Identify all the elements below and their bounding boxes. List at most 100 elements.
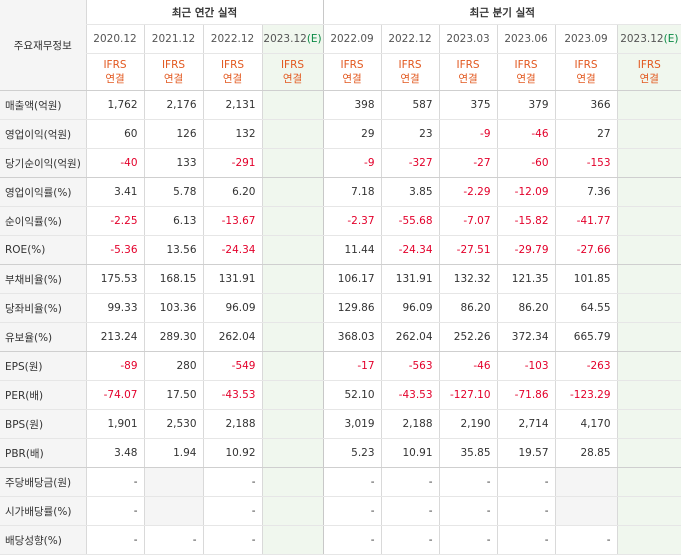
table-cell: - — [380, 467, 440, 497]
table-cell: 2,188 — [202, 409, 262, 439]
consolidated-label: 연결 — [222, 73, 243, 85]
table-cell: - — [85, 467, 144, 497]
table-cell: 372.34 — [496, 322, 556, 352]
table-cell: - — [85, 496, 144, 526]
period-header-4: 2022.09 — [322, 24, 382, 54]
table-cell: 11.44 — [322, 235, 382, 265]
period-date: 2020.12 — [93, 33, 137, 45]
ifrs-header-row: IFRS 연결 IFRS 연결 IFRS 연결 IFRS 연결 IFRS 연결 IFRS 연결 IFRS… — [0, 53, 681, 91]
table-cell: 1.94 — [143, 438, 203, 468]
consolidated-label: 연결 — [163, 73, 184, 85]
table-cell: 28.85 — [554, 438, 618, 468]
consolidated-label: 연결 — [400, 73, 420, 85]
table-cell — [616, 438, 681, 468]
table-cell: 375 — [438, 90, 498, 120]
ifrs-header-1: IFRS 연결 — [143, 53, 203, 91]
table-cell: -9 — [438, 119, 498, 149]
table-cell: - — [143, 525, 203, 555]
ifrs-label: IFRS — [161, 59, 186, 71]
table-cell: - — [202, 525, 262, 555]
period-header-7: 2023.06 — [496, 24, 556, 54]
table-cell: 86.20 — [438, 293, 498, 323]
table-cell: -27.51 — [438, 235, 498, 265]
period-header-1: 2021.12 — [143, 24, 203, 54]
table-cell: 213.24 — [85, 322, 144, 352]
row-label: 당기순이익(억원) — [0, 148, 86, 178]
table-cell: -27 — [438, 148, 498, 178]
table-cell: 101.85 — [554, 264, 618, 294]
estimate-mark: (E) — [663, 33, 679, 45]
consolidated-label: 연결 — [105, 73, 125, 85]
table-cell — [261, 467, 324, 497]
period-header-6: 2023.03 — [438, 24, 498, 54]
table-cell: 587 — [380, 90, 440, 120]
ifrs-label: IFRS — [220, 59, 245, 71]
table-cell — [261, 496, 324, 526]
table-cell: -74.07 — [85, 380, 144, 410]
table-cell: 665.79 — [554, 322, 618, 352]
period-date: 2023.12 — [263, 33, 307, 45]
row-label: 영업이익률(%) — [0, 177, 86, 207]
table-cell: 27 — [554, 119, 618, 149]
title-column-header: 주요재무정보 — [0, 0, 86, 91]
table-cell: 2,530 — [143, 409, 203, 439]
ifrs-label: IFRS — [574, 59, 598, 71]
ifrs-header-6: IFRS 연결 — [438, 53, 498, 91]
table-cell: - — [380, 525, 440, 555]
ifrs-header-5: IFRS 연결 — [380, 53, 440, 91]
table-row: BPS(원) 1,901 2,530 2,188 3,019 2,188 2,190 2,71… — [0, 409, 681, 439]
ifrs-header-2: IFRS 연결 — [202, 53, 262, 91]
table-cell: -43.53 — [202, 380, 262, 410]
table-cell: - — [85, 525, 144, 555]
table-cell: 64.55 — [554, 293, 618, 323]
table-cell — [261, 380, 324, 410]
table-cell: - — [202, 467, 262, 497]
table-cell — [616, 380, 681, 410]
consolidated-label: 연결 — [342, 73, 362, 85]
table-cell: -24.34 — [202, 235, 262, 265]
table-row: 매출액(억원) 1,762 2,176 2,131 398 587 375 379 366 — [0, 90, 681, 120]
table-cell: 132 — [202, 119, 262, 149]
table-cell: 168.15 — [143, 264, 203, 294]
table-cell — [261, 438, 324, 468]
row-label: 배당성향(%) — [0, 525, 86, 555]
table-cell: 289.30 — [143, 322, 203, 352]
table-cell — [616, 351, 681, 381]
table-cell: 368.03 — [322, 322, 382, 352]
table-cell: 262.04 — [380, 322, 440, 352]
table-cell: 175.53 — [85, 264, 144, 294]
table-cell: 132.32 — [438, 264, 498, 294]
period-date: 2022.12 — [210, 33, 255, 45]
ifrs-label: IFRS — [340, 59, 364, 71]
table-cell: -12.09 — [496, 177, 556, 207]
table-cell: 3,019 — [322, 409, 382, 439]
table-cell: 2,714 — [496, 409, 556, 439]
table-cell: 35.85 — [438, 438, 498, 468]
table-cell — [261, 148, 324, 178]
period-header-0: 2020.12 — [85, 24, 144, 54]
table-cell: 1,762 — [85, 90, 144, 120]
table-cell: -2.25 — [85, 206, 144, 236]
table-cell — [616, 467, 681, 497]
table-cell: -327 — [380, 148, 440, 178]
table-cell — [554, 496, 618, 526]
table-cell: -123.29 — [554, 380, 618, 410]
table-cell: 3.48 — [85, 438, 144, 468]
table-cell: -15.82 — [496, 206, 556, 236]
table-row: EPS(원) -89 280 -549 -17 -563 -46 -103 -263 — [0, 351, 681, 381]
table-cell: - — [322, 496, 382, 526]
table-cell: 19.57 — [496, 438, 556, 468]
table-cell: - — [496, 525, 556, 555]
table-cell: -27.66 — [554, 235, 618, 265]
ifrs-header-8: IFRS 연결 — [554, 53, 618, 91]
table-row: 주당배당금(원) - - - - - - — [0, 467, 681, 497]
ifrs-header-9: IFRS 연결 — [616, 53, 681, 91]
row-label: BPS(원) — [0, 409, 86, 439]
period-date: 2023.09 — [564, 33, 608, 45]
table-cell: - — [496, 496, 556, 526]
table-cell: 2,190 — [438, 409, 498, 439]
table-cell: 10.91 — [380, 438, 440, 468]
table-cell — [616, 235, 681, 265]
table-cell: - — [496, 467, 556, 497]
